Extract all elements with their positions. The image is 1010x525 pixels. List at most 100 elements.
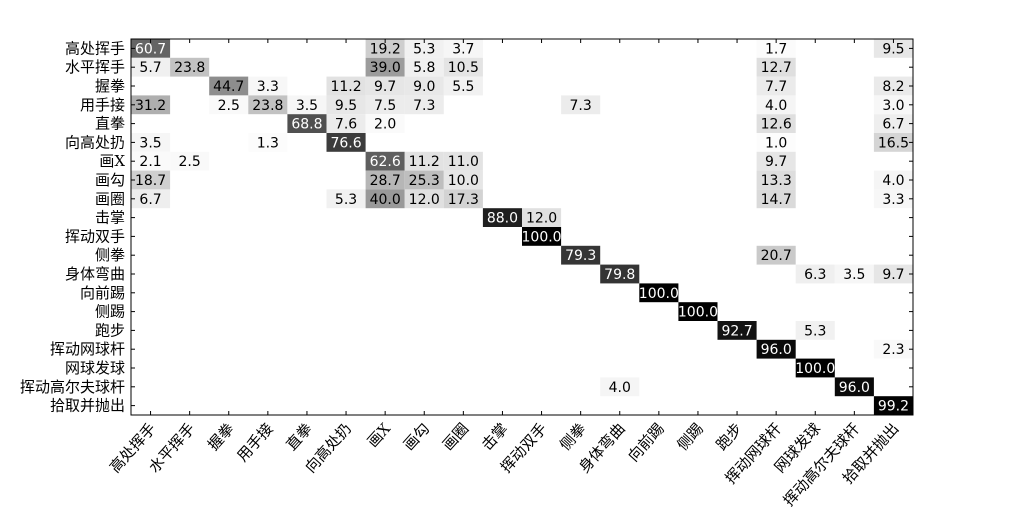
- col-label-13: 向前踢: [624, 420, 667, 465]
- cell-r19-c19: [873, 396, 913, 415]
- cell-r6-c7: [404, 151, 444, 171]
- cell-r17-c17: [795, 358, 835, 378]
- cell-value-r6-c1: 2.5: [179, 154, 201, 170]
- cell-r10-c10: [522, 227, 562, 246]
- cell-value-r6-c6: 62.6: [370, 154, 401, 170]
- cell-value-r4-c19: 6.7: [882, 117, 904, 133]
- cell-value-r1-c6: 39.0: [370, 60, 401, 76]
- cell-value-r7-c8: 10.0: [448, 173, 479, 189]
- cell-r7-c16: [756, 170, 796, 190]
- cell-value-r2-c6: 9.7: [374, 79, 396, 95]
- cell-value-r6-c8: 11.0: [448, 154, 479, 170]
- cell-value-r1-c8: 10.5: [448, 60, 479, 76]
- cell-value-r9-c10: 12.0: [526, 211, 557, 227]
- cell-value-r3-c3: 23.8: [252, 98, 283, 114]
- cell-value-r4-c5: 7.6: [335, 117, 357, 133]
- cell-r3-c4: [287, 95, 327, 115]
- col-label-3: 用手接: [233, 420, 276, 465]
- cell-value-r1-c0: 5.7: [139, 60, 161, 76]
- cell-value-r12-c19: 9.7: [882, 267, 904, 283]
- cell-value-r5-c19: 16.5: [878, 135, 909, 151]
- cell-r11-c11: [561, 245, 601, 265]
- cell-r5-c3: [248, 133, 288, 152]
- cell-value-r0-c19: 9.5: [882, 41, 904, 57]
- cell-value-r12-c12: 79.8: [604, 267, 635, 283]
- cell-r2-c2: [209, 76, 249, 96]
- row-label-15: 跑步: [95, 321, 125, 339]
- cell-value-r8-c6: 40.0: [370, 192, 401, 208]
- cell-value-r0-c7: 5.3: [413, 41, 435, 57]
- cell-r8-c5: [326, 189, 366, 209]
- cell-value-r5-c16: 1.0: [765, 135, 787, 151]
- cell-r5-c0: [131, 133, 171, 152]
- cell-value-r15-c15: 92.7: [721, 323, 752, 339]
- cell-r8-c8: [443, 189, 483, 209]
- cell-r1-c1: [170, 57, 210, 77]
- cell-r7-c19: [873, 170, 913, 190]
- cell-r3-c5: [326, 95, 366, 115]
- cell-r4-c6: [365, 114, 405, 133]
- cell-value-r3-c11: 7.3: [570, 98, 592, 114]
- cell-r0-c0: [131, 39, 171, 58]
- cell-r12-c12: [600, 264, 640, 284]
- cell-r2-c19: [873, 76, 913, 96]
- cell-value-r6-c7: 11.2: [409, 154, 440, 170]
- col-label-2: 握拳: [204, 420, 237, 454]
- cell-value-r18-c18: 96.0: [839, 380, 870, 396]
- cell-r15-c17: [795, 321, 835, 340]
- cell-value-r1-c1: 23.8: [174, 60, 205, 76]
- col-label-15: 跑步: [713, 420, 746, 454]
- cell-value-r0-c16: 1.7: [765, 41, 787, 57]
- cell-r9-c9: [482, 208, 522, 227]
- cell-r3-c7: [404, 95, 444, 115]
- row-label-12: 身体弯曲: [65, 265, 125, 283]
- cell-value-r11-c16: 20.7: [761, 248, 792, 264]
- cell-r0-c19: [873, 39, 913, 58]
- col-label-4: 直拳: [282, 420, 315, 454]
- cell-value-r4-c16: 12.6: [761, 117, 792, 133]
- cell-r3-c6: [365, 95, 405, 115]
- cell-r5-c16: [756, 133, 796, 152]
- cell-value-r7-c7: 25.3: [409, 173, 440, 189]
- cell-value-r2-c3: 3.3: [257, 79, 279, 95]
- cell-r1-c8: [443, 57, 483, 77]
- cell-value-r3-c0: 31.2: [135, 98, 166, 114]
- cell-value-r3-c7: 7.3: [413, 98, 435, 114]
- cell-value-r4-c4: 68.8: [291, 117, 322, 133]
- cell-value-r18-c12: 4.0: [609, 380, 631, 396]
- cell-r7-c7: [404, 170, 444, 190]
- cell-r2-c3: [248, 76, 288, 96]
- cell-r6-c8: [443, 151, 483, 171]
- cell-r4-c5: [326, 114, 366, 133]
- cell-value-r3-c6: 7.5: [374, 98, 396, 114]
- cell-value-r2-c7: 9.0: [413, 79, 435, 95]
- cell-value-r6-c16: 9.7: [765, 154, 787, 170]
- cell-value-r16-c19: 2.3: [882, 342, 904, 358]
- row-label-18: 挥动高尔夫球杆: [20, 378, 125, 396]
- cell-value-r2-c8: 5.5: [452, 79, 474, 95]
- col-label-7: 画勾: [400, 420, 433, 454]
- cell-r5-c19: [873, 133, 913, 152]
- cell-r6-c6: [365, 151, 405, 171]
- cell-r11-c16: [756, 245, 796, 265]
- cell-value-r8-c0: 6.7: [139, 192, 161, 208]
- cell-r1-c7: [404, 57, 444, 77]
- cell-r16-c19: [873, 339, 913, 359]
- cell-value-r0-c8: 3.7: [452, 41, 474, 57]
- cell-value-r5-c5: 76.6: [330, 135, 361, 151]
- cell-r8-c6: [365, 189, 405, 209]
- cell-r2-c8: [443, 76, 483, 96]
- cell-r6-c1: [170, 151, 210, 171]
- row-label-17: 网球发球: [65, 359, 125, 377]
- cell-value-r13-c13: 100.0: [639, 286, 679, 302]
- cell-value-r5-c0: 3.5: [139, 135, 161, 151]
- row-label-3: 用手接: [80, 96, 125, 114]
- cell-value-r12-c17: 6.3: [804, 267, 826, 283]
- cell-r18-c18: [834, 377, 874, 397]
- cell-r12-c17: [795, 264, 835, 284]
- cell-r3-c19: [873, 95, 913, 115]
- cell-value-r10-c10: 100.0: [522, 229, 562, 245]
- cells-layer: 60.7 19.2 5.3 3.7 1.7 9.5 5.7 23.8 39.0 5.8 10.5 12…: [131, 39, 913, 415]
- cell-value-r14-c14: 100.0: [678, 305, 718, 321]
